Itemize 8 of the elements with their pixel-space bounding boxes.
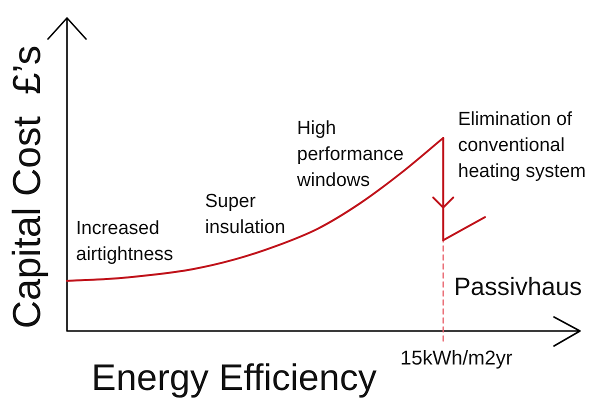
y-axis-title: Capital Cost £’s — [6, 45, 49, 329]
annotation: Increased airtightness — [76, 218, 174, 266]
annotation: Super insulation — [205, 191, 286, 238]
annotation: High performance windows — [296, 118, 404, 192]
x-axis-title: Energy Efficiency — [91, 357, 378, 398]
annotation: Elimination of conventional heating system — [458, 109, 586, 182]
text: 15kWh/m2yr — [400, 348, 512, 370]
annotation: Passivhaus — [454, 272, 582, 301]
